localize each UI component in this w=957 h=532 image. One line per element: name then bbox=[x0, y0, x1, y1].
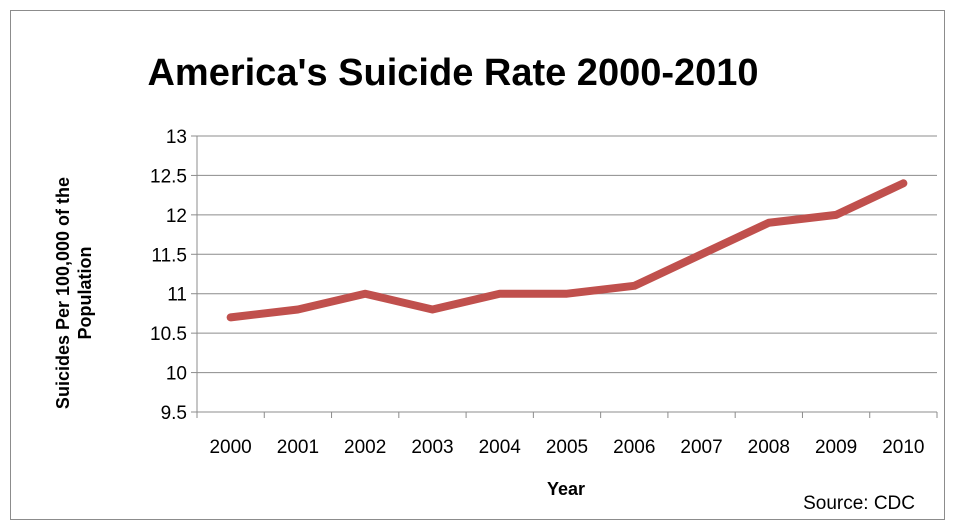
x-axis-title: Year bbox=[547, 479, 585, 499]
x-tick-label: 2010 bbox=[882, 437, 924, 458]
axes bbox=[191, 135, 938, 418]
y-tick-label: 11.5 bbox=[151, 245, 187, 266]
x-tick-label: 2007 bbox=[680, 437, 722, 458]
y-tick-label: 12 bbox=[166, 206, 187, 227]
series-line bbox=[226, 179, 908, 322]
data-point bbox=[498, 292, 502, 296]
data-point bbox=[229, 315, 233, 319]
x-tick-label: 2008 bbox=[748, 437, 790, 458]
x-tick-label: 2004 bbox=[479, 437, 522, 458]
x-tick-label: 2005 bbox=[546, 437, 588, 458]
data-point bbox=[834, 213, 838, 217]
y-tick-label: 12.5 bbox=[150, 166, 187, 187]
y-axis-title-line-2: Population bbox=[75, 247, 95, 340]
chart-title: America's Suicide Rate 2000-2010 bbox=[147, 52, 758, 94]
chart-frame: America's Suicide Rate 2000-2010 9.5 10 10… bbox=[10, 10, 945, 520]
line-chart: America's Suicide Rate 2000-2010 9.5 10 10… bbox=[53, 52, 938, 514]
data-point bbox=[632, 284, 636, 288]
y-axis-title-line-1: Suicides Per 100,000 of the bbox=[53, 177, 73, 409]
data-point bbox=[296, 307, 300, 311]
data-point bbox=[901, 181, 905, 185]
source-note: Source: CDC bbox=[803, 493, 915, 514]
data-point bbox=[430, 307, 434, 311]
data-point bbox=[363, 292, 367, 296]
x-tick-label: 2006 bbox=[613, 437, 655, 458]
x-tick-label: 2003 bbox=[411, 437, 453, 458]
y-tick-label: 10.5 bbox=[150, 324, 187, 345]
x-tick-labels: 2000 2001 2002 2003 2004 2005 2006 2007 2008 2009… bbox=[209, 437, 924, 458]
x-tick-label: 2001 bbox=[277, 437, 319, 458]
x-tick-label: 2002 bbox=[344, 437, 386, 458]
y-tick-label: 10 bbox=[166, 364, 187, 385]
series-lines bbox=[226, 179, 908, 322]
y-tick-labels: 9.5 10 10.5 11 11.5 12 12.5 13 bbox=[150, 127, 187, 424]
y-tick-label: 9.5 bbox=[161, 403, 187, 424]
x-tick-label: 2009 bbox=[815, 437, 857, 458]
gridlines bbox=[197, 135, 937, 374]
y-axis-title: Suicides Per 100,000 of the Population bbox=[53, 177, 95, 409]
data-point bbox=[700, 252, 704, 256]
data-point bbox=[767, 221, 771, 225]
y-tick-label: 13 bbox=[166, 127, 187, 148]
x-tick-label: 2000 bbox=[209, 437, 251, 458]
data-point bbox=[565, 292, 569, 296]
y-tick-label: 11 bbox=[167, 285, 187, 306]
